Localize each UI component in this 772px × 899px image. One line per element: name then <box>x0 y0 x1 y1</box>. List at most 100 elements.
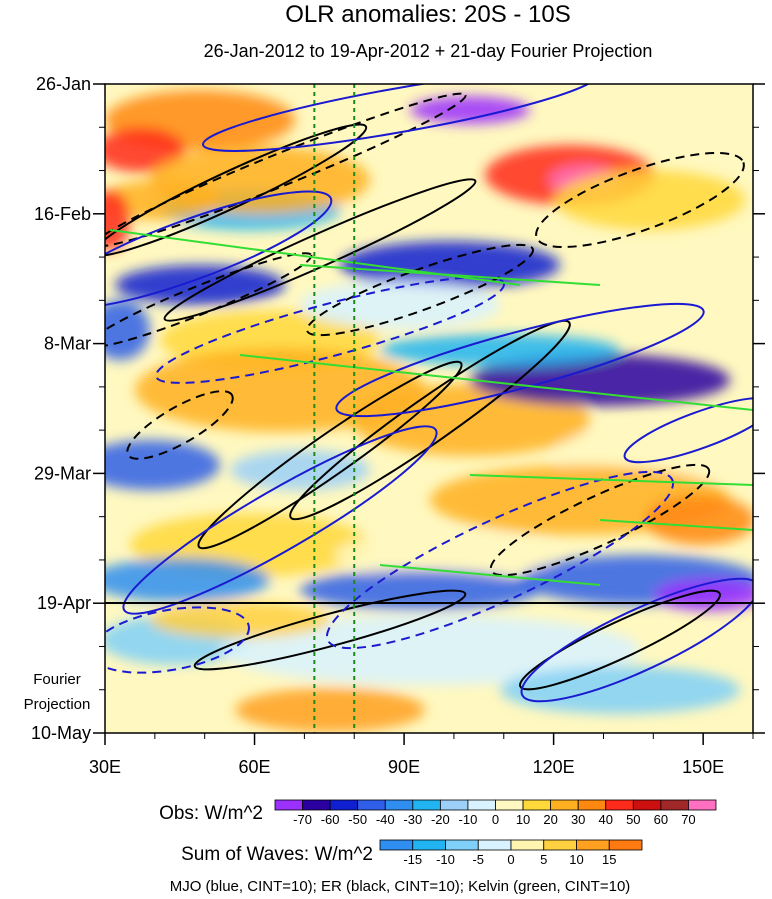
waves-colorbar-level-label: 10 <box>569 852 583 867</box>
er-contour <box>105 252 313 348</box>
obs-colorbar-swatch <box>605 799 634 811</box>
y-tick-label: 8-Mar <box>44 334 91 354</box>
obs-colorbar-swatch <box>522 799 552 811</box>
mjo-contour <box>325 470 675 650</box>
waves-colorbar-swatch <box>608 839 643 851</box>
mjo-contour <box>623 396 753 464</box>
chart-title: OLR anomalies: 20S - 10S <box>285 1 570 28</box>
obs-colorbar-level-label: -20 <box>431 812 450 827</box>
obs-colorbar-level-label: 0 <box>492 812 499 827</box>
waves-colorbar-swatch <box>543 839 577 851</box>
kelvin-contour <box>469 474 753 486</box>
anomaly-blob <box>555 170 745 230</box>
er-contour <box>519 589 721 691</box>
anomaly-blob <box>230 450 370 490</box>
anomaly-blob <box>105 558 270 602</box>
waves-colorbar-swatch <box>379 839 414 851</box>
obs-colorbar-level-label: 20 <box>543 812 557 827</box>
mjo-contour <box>105 606 250 674</box>
chart-subtitle: 26-Jan-2012 to 19-Apr-2012 + 21-day Four… <box>204 41 653 61</box>
x-tick-label: 60E <box>239 757 271 777</box>
obs-colorbar-swatch <box>412 799 441 811</box>
kelvin-contour <box>599 519 753 531</box>
waves-colorbar-level-label: 5 <box>540 852 547 867</box>
anomaly-blob <box>115 265 285 305</box>
anomaly-blob <box>105 300 150 360</box>
obs-colorbar-level-label: 70 <box>681 812 695 827</box>
kelvin-contour <box>379 564 601 586</box>
obs-colorbar-swatch <box>329 799 359 811</box>
obs-colorbar-swatch <box>439 799 469 811</box>
obs-colorbar-swatch <box>302 799 331 811</box>
obs-colorbar-swatch <box>660 799 689 811</box>
projection-label-line2: Projection <box>24 696 91 713</box>
anomaly-blob <box>135 348 425 432</box>
obs-colorbar-level-label: 60 <box>654 812 668 827</box>
obs-colorbar-swatch <box>384 799 414 811</box>
waves-colorbar-swatch <box>412 839 446 851</box>
waves-colorbar-label: Sum of Waves: W/m^2 <box>181 844 373 865</box>
waves-colorbar: -15 -10 -5 0 5 10 15 <box>379 839 643 867</box>
er-contour <box>163 178 477 322</box>
anomaly-blob <box>235 688 425 732</box>
obs-colorbar-level-label: -70 <box>293 812 312 827</box>
er-contour <box>489 463 711 577</box>
x-tick-label: 30E <box>89 757 121 777</box>
anomaly-blob <box>500 666 740 714</box>
obs-colorbar: -70 -60 -50 -40 -30 -20 -10 0 10 20 30 40 50 60 70 <box>274 799 717 827</box>
obs-colorbar-level-label: 10 <box>516 812 530 827</box>
waves-colorbar-swatch <box>510 839 545 851</box>
er-contour <box>535 151 745 249</box>
mjo-contour <box>105 190 333 310</box>
obs-colorbar-level-label: -50 <box>348 812 367 827</box>
obs-colorbar-swatch <box>688 799 717 811</box>
x-tick-label: 90E <box>388 757 420 777</box>
obs-colorbar-level-label: -30 <box>403 812 422 827</box>
er-contour <box>105 123 368 257</box>
mjo-contour <box>202 84 598 152</box>
wave-contours <box>105 84 753 703</box>
er-contour <box>126 390 234 460</box>
anomaly-blob <box>300 281 500 329</box>
waves-colorbar-level-label: -15 <box>403 852 422 867</box>
y-tick-label: 10-May <box>31 723 91 743</box>
anomaly-blob <box>105 440 220 490</box>
mjo-contour <box>520 577 753 703</box>
obs-colorbar-swatch <box>357 799 386 811</box>
obs-colorbar-swatch <box>632 799 662 811</box>
obs-colorbar-swatch <box>550 799 579 811</box>
anomaly-blob <box>150 602 330 638</box>
obs-colorbar-swatch <box>274 799 303 811</box>
obs-colorbar-level-label: 50 <box>626 812 640 827</box>
waves-colorbar-level-label: 0 <box>507 852 514 867</box>
obs-colorbar-level-label: 30 <box>571 812 585 827</box>
er-contour <box>289 319 571 521</box>
y-tick-label: 19-Apr <box>37 593 91 613</box>
kelvin-contour <box>299 264 601 286</box>
er-contour <box>105 92 467 248</box>
axes: 26-Jan 16-Feb 8-Mar 29-Mar 19-Apr 10-May 30E 60… <box>31 74 765 777</box>
anomaly-blob <box>410 96 530 124</box>
footer-note: MJO (blue, CINT=10); ER (black, CINT=10)… <box>170 878 631 895</box>
y-tick-label: 16-Feb <box>34 204 91 224</box>
x-tick-label: 150E <box>682 757 724 777</box>
anomaly-blob <box>105 128 185 172</box>
obs-colorbar-level-label: 40 <box>599 812 613 827</box>
obs-colorbar-level-label: -10 <box>459 812 478 827</box>
obs-colorbar-level-label: -60 <box>321 812 340 827</box>
mjo-contour <box>335 302 705 418</box>
anomaly-blob <box>300 570 540 610</box>
obs-colorbar-swatch <box>467 799 496 811</box>
waves-colorbar-swatch <box>477 839 512 851</box>
er-contour <box>306 243 534 337</box>
mjo-contour <box>122 425 438 615</box>
obs-colorbar-label: Obs: W/m^2 <box>159 803 263 824</box>
projection-label-line1: Fourier <box>33 671 81 688</box>
plot-frame <box>104 83 754 734</box>
anomaly-blob <box>645 495 753 545</box>
anomaly-blob <box>335 531 555 579</box>
waves-colorbar-level-label: 15 <box>602 852 616 867</box>
waves-colorbar-swatch <box>445 839 479 851</box>
obs-colorbar-swatch <box>495 799 524 811</box>
